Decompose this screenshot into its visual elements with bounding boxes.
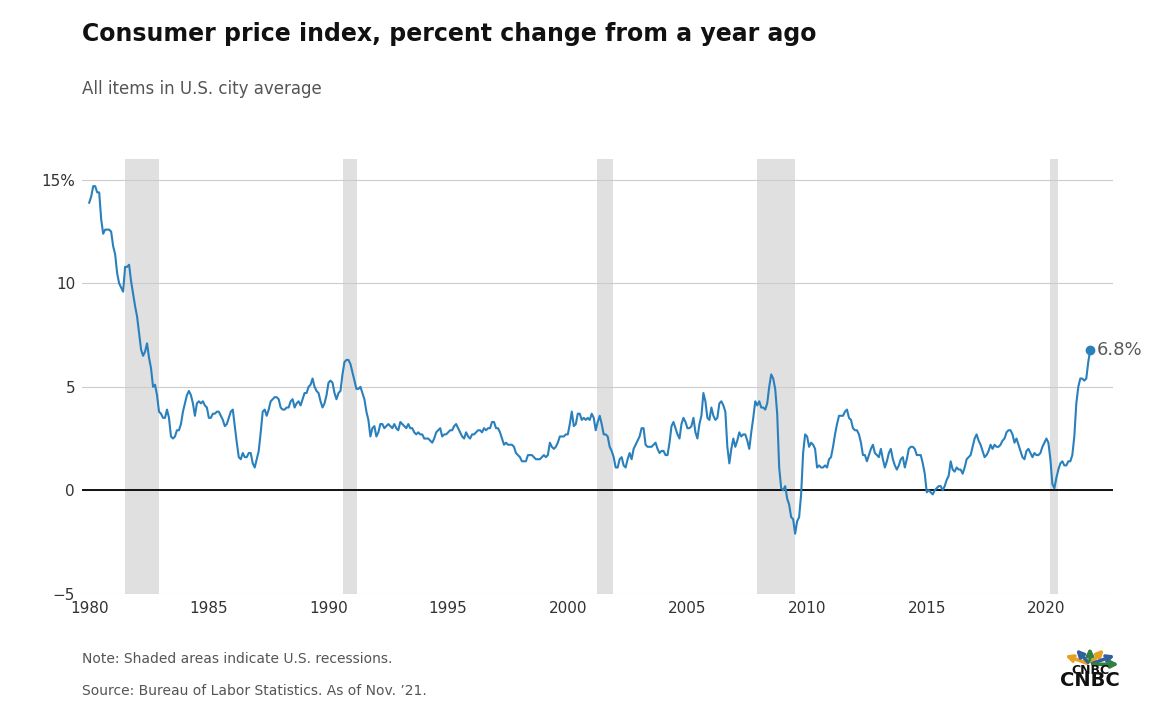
Text: Note: Shaded areas indicate U.S. recessions.: Note: Shaded areas indicate U.S. recessi… bbox=[82, 652, 393, 665]
Bar bbox=[343, 159, 357, 594]
Text: CNBC: CNBC bbox=[1061, 671, 1119, 690]
Text: Consumer price index, percent change from a year ago: Consumer price index, percent change fro… bbox=[82, 22, 817, 46]
Text: 6.8%: 6.8% bbox=[1096, 340, 1142, 358]
Bar bbox=[757, 159, 795, 594]
Bar bbox=[125, 159, 158, 594]
Text: Source: Bureau of Labor Statistics. As of Nov. ’21.: Source: Bureau of Labor Statistics. As o… bbox=[82, 684, 427, 698]
Bar bbox=[597, 159, 613, 594]
Text: CNBC: CNBC bbox=[1071, 665, 1109, 678]
Bar bbox=[1050, 159, 1058, 594]
Text: All items in U.S. city average: All items in U.S. city average bbox=[82, 80, 322, 98]
